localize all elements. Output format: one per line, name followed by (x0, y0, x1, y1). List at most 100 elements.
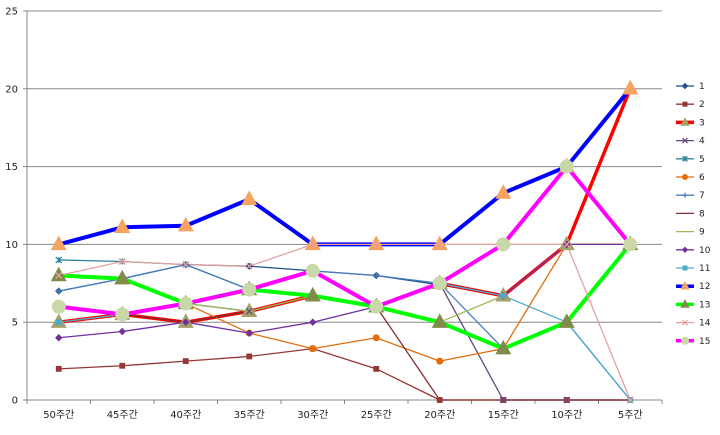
data-point (305, 263, 320, 278)
legend-item-10: 10 (676, 246, 711, 256)
x-tick-label: 25주간 (361, 409, 392, 421)
data-point (373, 272, 380, 279)
y-tick-label: 25 (5, 7, 18, 18)
legend-item-5: 5 (676, 155, 705, 165)
series-14 (58, 243, 631, 401)
x-tick-label: 50주간 (43, 409, 74, 421)
data-point (495, 339, 512, 355)
series-line-13 (56, 242, 633, 351)
data-point (500, 292, 507, 299)
data-point (55, 365, 62, 372)
data-point (432, 276, 447, 291)
series-markers-4 (55, 279, 634, 404)
legend-marker (682, 155, 688, 162)
data-point (50, 235, 67, 251)
data-point (431, 313, 448, 328)
legend-label: 3 (699, 118, 705, 128)
data-point (55, 319, 62, 326)
data-point (436, 240, 444, 248)
legend-marker (680, 117, 690, 126)
x-tick-label: 45주간 (107, 409, 138, 421)
legend-label: 10 (699, 246, 711, 256)
y-tick-label: 15 (5, 162, 18, 173)
legend-label: 6 (699, 173, 705, 183)
legend-marker (682, 265, 688, 271)
data-point (372, 240, 380, 248)
data-point (182, 318, 190, 326)
y-tick-label: 10 (5, 240, 18, 251)
data-point (431, 235, 448, 251)
series-markers-12 (50, 79, 639, 251)
legend-item-8: 8 (676, 209, 705, 219)
data-point (114, 218, 131, 233)
legend-marker (682, 137, 688, 144)
data-point (51, 299, 66, 314)
legend-item-2: 2 (676, 100, 705, 110)
legend-label: 9 (699, 228, 705, 238)
series-line-10 (58, 243, 631, 339)
data-point (177, 216, 194, 232)
data-point (369, 299, 384, 314)
x-tick-label: 35주간 (234, 409, 265, 421)
series-line-2 (58, 348, 631, 401)
data-point (118, 327, 126, 336)
legend-item-4: 4 (676, 137, 705, 147)
data-point (563, 396, 571, 404)
data-point (182, 358, 189, 365)
data-point (304, 235, 321, 251)
legend-marker (682, 174, 688, 180)
data-point (118, 258, 126, 265)
x-tick-label: 20주간 (424, 409, 455, 421)
data-point (436, 397, 443, 403)
legend-marker (680, 280, 690, 290)
legend-item-12: 12 (676, 280, 710, 292)
legend-label: 5 (699, 155, 705, 165)
series-15 (56, 164, 633, 317)
data-point (246, 353, 253, 360)
x-tick-label: 30주간 (297, 409, 328, 421)
data-point (372, 334, 380, 342)
legend-item-14: 14 (676, 319, 711, 329)
legend-label: 1 (699, 82, 705, 92)
data-point (309, 318, 317, 326)
data-point (373, 365, 380, 372)
y-tick-label: 0 (12, 396, 18, 407)
data-point (623, 237, 638, 252)
data-point (245, 262, 253, 270)
legend-marker (681, 246, 689, 254)
series-markers-2 (55, 345, 634, 403)
series-lines (50, 79, 639, 404)
legend-item-11: 11 (676, 264, 710, 274)
legend-label: 8 (699, 209, 705, 219)
data-point (558, 313, 575, 328)
series-markers-13 (50, 235, 639, 355)
legend-label: 4 (699, 137, 705, 147)
data-point (499, 396, 507, 404)
legend-item-6: 6 (676, 173, 705, 183)
legend-marker (682, 192, 688, 198)
data-point (50, 266, 67, 282)
series-markers-10 (55, 240, 634, 342)
legend-item-1: 1 (676, 82, 705, 92)
data-point (304, 286, 321, 302)
legend-item-15: 15 (676, 336, 710, 347)
data-point (114, 269, 131, 285)
legend-marker (682, 319, 688, 326)
legend-marker (680, 299, 690, 308)
data-point (55, 334, 63, 342)
legend-label: 13 (699, 300, 710, 310)
data-point (178, 296, 193, 311)
legend-item-3: 3 (676, 117, 705, 128)
series-markers-15 (51, 159, 638, 322)
data-point (626, 396, 634, 404)
legend-marker (682, 101, 688, 107)
x-tick-label: 40주간 (170, 409, 201, 421)
data-point (559, 159, 574, 174)
series-10 (58, 243, 631, 339)
data-point (241, 302, 258, 318)
legend-label: 15 (699, 337, 710, 347)
series-line-14 (58, 243, 631, 401)
data-point (182, 261, 190, 269)
